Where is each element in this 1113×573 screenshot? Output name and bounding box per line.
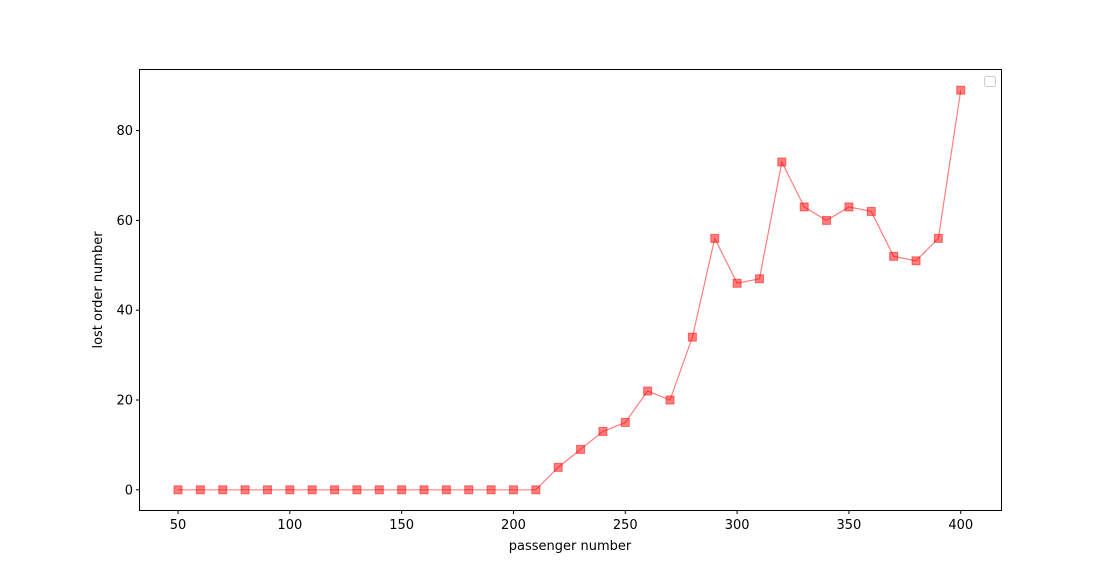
y-tick-label: 80 — [116, 124, 133, 139]
y-tick-label: 20 — [116, 394, 133, 409]
data-point — [933, 233, 943, 243]
data-point — [330, 485, 340, 495]
data-point — [822, 215, 832, 225]
data-point — [687, 332, 697, 342]
x-tick-label: 300 — [725, 518, 750, 533]
data-point — [576, 444, 586, 454]
x-tick-label: 200 — [501, 518, 526, 533]
data-point — [956, 85, 966, 95]
y-tick-label: 0 — [125, 483, 133, 498]
x-axis-label: passenger number — [509, 539, 632, 554]
data-point — [732, 278, 742, 288]
data-point — [441, 485, 451, 495]
x-tick-label: 400 — [948, 518, 973, 533]
data-point — [866, 206, 876, 216]
legend-box — [984, 76, 996, 87]
data-point — [553, 462, 563, 472]
data-point — [397, 485, 407, 495]
y-tick-label: 60 — [116, 214, 133, 229]
data-point — [352, 485, 362, 495]
data-point — [531, 485, 541, 495]
data-point — [620, 417, 630, 427]
data-point — [889, 251, 899, 261]
data-point — [419, 485, 429, 495]
data-point — [464, 485, 474, 495]
x-axis: 50 100 150 200 250 300 350 400 — [170, 510, 973, 533]
data-point — [262, 485, 272, 495]
y-axis: 0 20 40 60 80 — [116, 124, 140, 498]
x-tick-label: 350 — [837, 518, 862, 533]
data-point — [777, 157, 787, 167]
data-point — [643, 386, 653, 396]
data-point — [844, 202, 854, 212]
plot-area — [173, 85, 966, 495]
x-tick-label: 250 — [613, 518, 638, 533]
data-point — [195, 485, 205, 495]
data-point — [374, 485, 384, 495]
data-point — [598, 426, 608, 436]
data-point — [508, 485, 518, 495]
data-point — [665, 395, 675, 405]
x-tick-label: 100 — [277, 518, 302, 533]
data-point — [218, 485, 228, 495]
data-point — [173, 485, 183, 495]
data-point — [240, 485, 250, 495]
data-point — [911, 256, 921, 266]
x-tick-label: 50 — [170, 518, 187, 533]
plot-frame — [139, 69, 1002, 511]
data-point — [754, 274, 764, 284]
x-tick-label: 150 — [389, 518, 414, 533]
y-tick-label: 40 — [116, 304, 133, 319]
data-point — [486, 485, 496, 495]
y-axis-label: lost order number — [91, 231, 106, 349]
data-point — [285, 485, 295, 495]
data-point — [307, 485, 317, 495]
data-point — [799, 202, 809, 212]
data-point — [710, 233, 720, 243]
